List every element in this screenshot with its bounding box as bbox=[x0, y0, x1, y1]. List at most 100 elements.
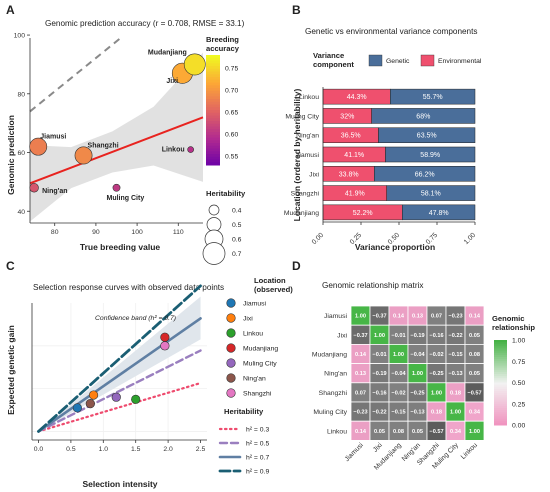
panel-d-cell-label: 0.14 bbox=[393, 314, 405, 320]
panel-d-colorbar-segment bbox=[494, 399, 507, 403]
panel-c-legend-label-linkou: Linkou bbox=[243, 331, 263, 338]
panel-d-cell-label: −0.57 bbox=[429, 429, 443, 435]
panel-d-cell-label: 0.05 bbox=[374, 429, 385, 435]
panel-a-colorbar-tick-label: 0.75 bbox=[225, 66, 238, 73]
panel-c-x-tick-label: 0.5 bbox=[66, 446, 76, 453]
panel-b-title: Genetic vs environmental variance compon… bbox=[305, 27, 477, 36]
panel-b-bar-label-environmental: 44.3% bbox=[347, 94, 367, 101]
panel-d-cell-label: 1.00 bbox=[393, 352, 404, 358]
panel-c-legend-label-ning-an: Ning'an bbox=[243, 376, 266, 383]
panel-d: Jiamusi 1.00 −0.37 0.14 0.13 0.07 −0.23 0.14 Jix… bbox=[312, 305, 525, 472]
panel-d-title: Genomic relationship matrix bbox=[322, 281, 423, 290]
panel-b-bar-genetic-muling-city bbox=[371, 108, 476, 124]
panel-c-y-axis-title: Expected genetic gain bbox=[6, 325, 16, 415]
panel-b-bar-genetic-mudanjiang bbox=[402, 204, 476, 221]
panel-d-cell-label: 1.00 bbox=[431, 390, 442, 396]
panel-c-legend-label-jiamusi: Jiamusi bbox=[243, 301, 267, 308]
panel-c-confidence-band bbox=[38, 296, 201, 432]
panel-a-size-legend-circle bbox=[202, 242, 226, 265]
panel-a-colorbar-segment bbox=[206, 71, 220, 75]
panel-a-title: Genomic prediction accuracy (r = 0.708, … bbox=[45, 19, 245, 28]
panel-d-cell-label: −0.15 bbox=[448, 352, 462, 358]
panel-d-cell-label: −0.25 bbox=[410, 390, 424, 396]
panel-c-legend-key-linkou bbox=[226, 328, 236, 338]
panel-d-colorbar-segment bbox=[494, 369, 507, 373]
panel-d-row-label: Ning'an bbox=[324, 371, 347, 378]
panel-b-bar-genetic-jixi bbox=[374, 166, 476, 182]
panel-c-line-h-0-9 bbox=[37, 284, 202, 433]
panel-d-row-label: Shangzhi bbox=[319, 390, 348, 397]
panel-b-bar-label-genetic: 55.7% bbox=[423, 94, 443, 101]
panel-a-colorbar-segment bbox=[206, 154, 220, 158]
panel-b-bar-genetic-ning-an bbox=[378, 127, 476, 143]
panel-d-colorbar-segment bbox=[494, 374, 507, 377]
panel-a-colorbar-segment bbox=[206, 82, 220, 86]
panel-a-point-linkou bbox=[187, 146, 194, 153]
panel-d-cell-label: −0.13 bbox=[410, 410, 424, 416]
panel-a-point-label-ning-an: Ning'an bbox=[42, 188, 67, 195]
panel-c-legend-key-jiamusi bbox=[226, 298, 236, 308]
panel-d-colorbar-segment bbox=[494, 414, 507, 417]
panel-a-point-label-mudanjiang: Mudanjiang bbox=[148, 49, 187, 56]
panel-a-x-tick-label: 90 bbox=[92, 229, 100, 236]
panel-a-y-tick-label: 60 bbox=[17, 150, 25, 157]
panel-b-category-label: Jiamusi bbox=[296, 152, 320, 159]
panel-c-legend-key-mudanjiang bbox=[226, 343, 236, 353]
panel-d-cell-label: −0.25 bbox=[429, 371, 443, 377]
panel-d-cell-label: −0.04 bbox=[391, 371, 406, 377]
panel-d-colorbar-segment bbox=[494, 388, 507, 392]
panel-b-legend-key-environmental bbox=[420, 54, 435, 67]
panel-a-point-mudanjiang bbox=[183, 53, 206, 76]
panel-b-bar-label-genetic: 66.2% bbox=[415, 171, 435, 178]
panel-d-cell-label: −0.19 bbox=[410, 333, 424, 339]
panel-d-colorbar-tick-label: 0.50 bbox=[512, 380, 525, 387]
panel-c-point-shangzhi bbox=[160, 341, 170, 351]
panel-d-cell-label: 0.14 bbox=[355, 352, 367, 358]
panel-b-legend-label-genetic: Genetic bbox=[386, 58, 410, 65]
panel-a-colorbar-segment bbox=[206, 104, 220, 108]
panel-d-colorbar-segment bbox=[494, 365, 507, 369]
panel-d-colorbar-segment bbox=[494, 363, 507, 366]
panel-a-identity-line bbox=[29, 37, 122, 113]
panel-d-colorbar-segment bbox=[494, 401, 507, 405]
panel-a-colorbar-segment bbox=[206, 112, 220, 116]
panel-c-points-legend-title-line2: (observed) bbox=[254, 285, 293, 294]
panel-a-point-shangzhi bbox=[74, 146, 93, 165]
panel-d-cell-label: 0.08 bbox=[469, 352, 480, 358]
panel-a-x-tick-label: 80 bbox=[51, 229, 59, 236]
panel-b-bar-label-environmental: 32% bbox=[340, 113, 354, 120]
panel-b-x-tick-label: 0.00 bbox=[311, 232, 325, 246]
panel-c-point-jixi bbox=[88, 390, 99, 400]
panel-c-line-h-0-7 bbox=[37, 317, 202, 433]
panel-b-bar-label-environmental: 41.9% bbox=[345, 191, 365, 198]
panel-a-size-legend-circle bbox=[208, 204, 220, 216]
panel-a-y-tick-label: 40 bbox=[17, 209, 25, 216]
panel-d-cell-label: −0.16 bbox=[429, 333, 443, 339]
panel-d-legend-title: Genomic relationship bbox=[492, 314, 535, 332]
panel-b-category-label: Linkou bbox=[299, 94, 319, 101]
panel-d-colorbar-segment bbox=[494, 418, 507, 422]
panel-d-cell-label: −0.01 bbox=[372, 352, 386, 358]
panel-d-cell-label: −0.19 bbox=[372, 371, 386, 377]
panel-a-size-legend-label: 0.7 bbox=[232, 251, 242, 258]
panel-c-point-jiamusi bbox=[72, 403, 82, 413]
panel-b-legend-title: Variance component bbox=[313, 51, 354, 69]
panel-d-colorbar-segment bbox=[494, 348, 507, 352]
panel-c-x-tick-label: 2.5 bbox=[196, 446, 206, 453]
panel-c-point-linkou bbox=[131, 394, 141, 404]
panel-c-line-h-0-3 bbox=[37, 381, 202, 433]
panel-b-bar-label-genetic: 47.8% bbox=[429, 210, 449, 217]
panel-c-annotation: Confidence band (h² = 0.7) bbox=[95, 315, 176, 322]
panel-a-point-label-jiamusi: Jiamusi bbox=[40, 134, 66, 141]
panel-a-colorbar-segment bbox=[206, 123, 220, 127]
panel-a-colorbar-segment bbox=[206, 99, 220, 103]
panel-c-x-tick-label: 0.0 bbox=[34, 446, 44, 453]
panel-a-colorbar-segment bbox=[206, 129, 220, 133]
panel-d-colorbar-segment bbox=[494, 357, 507, 360]
panel-d-col-label: Jixi bbox=[372, 442, 384, 454]
panel-d-row-label: Jiamusi bbox=[324, 313, 348, 320]
panel-b-bar-genetic-jiamusi bbox=[385, 146, 476, 163]
panel-a-x-tick-label: 110 bbox=[173, 229, 184, 236]
panel-d-colorbar-segment bbox=[494, 354, 507, 358]
